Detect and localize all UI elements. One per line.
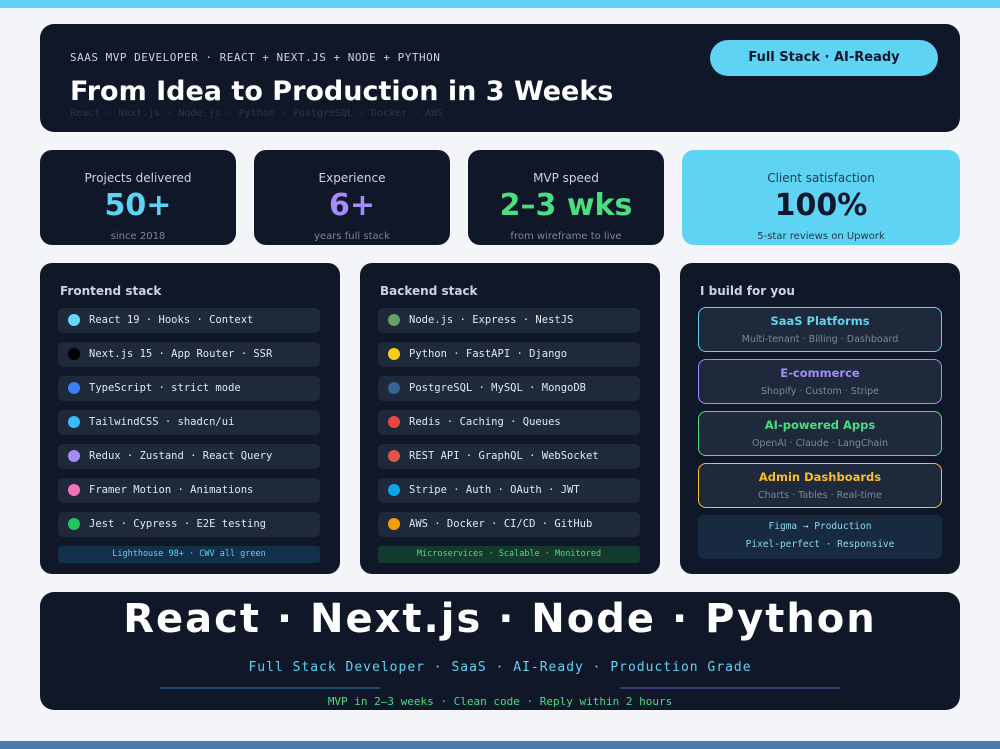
- stat-value: 50+: [104, 188, 172, 223]
- stat-card: Client satisfaction 100% 5-star reviews on…: [682, 150, 960, 245]
- dot: [388, 518, 400, 530]
- dot: [388, 484, 400, 496]
- stack-footer: Lighthouse 98+ · CWV all green: [58, 546, 320, 563]
- dot: [388, 416, 400, 428]
- stack-row: Framer Motion · Animations: [58, 478, 320, 503]
- stat-label: Client satisfaction: [767, 171, 875, 185]
- stack-row: AWS · Docker · CI/CD · GitHub: [378, 512, 640, 537]
- stack-item: Framer Motion · Animations: [89, 484, 254, 496]
- stat-label: Experience: [318, 171, 386, 185]
- stat-label: Projects delivered: [84, 171, 192, 185]
- badge: Full Stack · AI-Ready: [710, 40, 938, 76]
- banner-subtitle: Full Stack Developer · SaaS · AI-Ready ·…: [248, 660, 752, 675]
- stack-row: Redis · Caching · Queues: [378, 410, 640, 435]
- divider: [620, 687, 840, 689]
- banner-footer: MVP in 2–3 weeks · Clean code · Reply wi…: [327, 695, 673, 708]
- stack-row: Redux · Zustand · React Query: [58, 444, 320, 469]
- dot: [68, 314, 80, 326]
- dot: [388, 314, 400, 326]
- stack-panel: Frontend stack React 19 · Hooks · Context…: [40, 263, 340, 574]
- divider: [160, 687, 380, 689]
- stat-label: MVP speed: [533, 171, 599, 185]
- stack-item: React 19 · Hooks · Context: [89, 314, 254, 326]
- stack-footer: Microservices · Scalable · Monitored: [378, 546, 640, 563]
- service-card: E-commerce Shopify · Custom · Stripe: [698, 359, 942, 404]
- service-card: SaaS Platforms Multi-tenant · Billing · D…: [698, 307, 942, 352]
- stack-row: Node.js · Express · NestJS: [378, 308, 640, 333]
- stack-row: PostgreSQL · MySQL · MongoDB: [378, 376, 640, 401]
- stack-row: TailwindCSS · shadcn/ui: [58, 410, 320, 435]
- stack-item: REST API · GraphQL · WebSocket: [409, 450, 599, 462]
- top-bar: [0, 0, 1000, 8]
- dot: [68, 484, 80, 496]
- stack-row: React 19 · Hooks · Context: [58, 308, 320, 333]
- panel-title: Backend stack: [380, 284, 478, 298]
- stack-item: Redux · Zustand · React Query: [89, 450, 273, 462]
- header-card: SAAS MVP DEVELOPER · REACT + NEXT.JS + N…: [40, 24, 960, 132]
- stack-item: PostgreSQL · MySQL · MongoDB: [409, 382, 587, 394]
- stack-row: Next.js 15 · App Router · SSR: [58, 342, 320, 367]
- banner: React · Next.js · Node · Python Full Sta…: [40, 592, 960, 710]
- dot: [388, 348, 400, 360]
- dot: [68, 382, 80, 394]
- stack-item: Stripe · Auth · OAuth · JWT: [409, 484, 580, 496]
- service-card: AI-powered Apps OpenAI · Claude · LangCha…: [698, 411, 942, 456]
- tech-line: React · Next.js · Node.js · Python · Pos…: [70, 108, 444, 119]
- stat-note: years full stack: [314, 231, 390, 242]
- service-detail: Charts · Tables · Real-time: [757, 490, 883, 501]
- banner-title: React · Next.js · Node · Python: [123, 596, 877, 642]
- services-note: Figma → Production Pixel-perfect · Respon…: [698, 515, 942, 559]
- stat-value: 100%: [774, 188, 868, 223]
- stack-row: TypeScript · strict mode: [58, 376, 320, 401]
- stat-note: from wireframe to live: [510, 231, 622, 242]
- stack-item: AWS · Docker · CI/CD · GitHub: [409, 518, 593, 530]
- dot: [68, 348, 80, 360]
- stack-row: Python · FastAPI · Django: [378, 342, 640, 367]
- stat-card: Projects delivered 50+ since 2018: [40, 150, 236, 245]
- stack-item: Node.js · Express · NestJS: [409, 314, 574, 326]
- stat-value: 2–3 wks: [499, 188, 633, 223]
- dot: [388, 450, 400, 462]
- stat-card: MVP speed 2–3 wks from wireframe to live: [468, 150, 664, 245]
- stat-note: 5-star reviews on Upwork: [757, 231, 885, 242]
- stack-row: Stripe · Auth · OAuth · JWT: [378, 478, 640, 503]
- kicker: SAAS MVP DEVELOPER · REACT + NEXT.JS + N…: [70, 51, 441, 64]
- service-detail: Shopify · Custom · Stripe: [760, 386, 880, 397]
- panel-title: Frontend stack: [60, 284, 162, 298]
- stack-item: Redis · Caching · Queues: [409, 416, 561, 428]
- service-name: SaaS Platforms: [770, 314, 870, 328]
- stack-panel: Backend stack Node.js · Express · NestJS P…: [360, 263, 660, 574]
- stack-item: Jest · Cypress · E2E testing: [89, 518, 267, 530]
- service-name: E-commerce: [780, 366, 860, 380]
- service-name: Admin Dashboards: [758, 470, 882, 484]
- stack-item: TailwindCSS · shadcn/ui: [89, 416, 235, 428]
- stack-item: Python · FastAPI · Django: [409, 348, 568, 360]
- dot: [68, 416, 80, 428]
- note-line: Pixel-perfect · Responsive: [745, 539, 895, 550]
- stat-value: 6+: [328, 188, 375, 223]
- bottom-bar: [0, 741, 1000, 749]
- stack-item: TypeScript · strict mode: [89, 382, 241, 394]
- panel-title: I build for you: [700, 284, 795, 298]
- title: From Idea to Production in 3 Weeks: [70, 76, 614, 107]
- service-card: Admin Dashboards Charts · Tables · Real-t…: [698, 463, 942, 508]
- dot: [68, 518, 80, 530]
- stack-row: Jest · Cypress · E2E testing: [58, 512, 320, 537]
- services-panel: I build for you SaaS Platforms Multi-tenan…: [680, 263, 960, 574]
- stack-item: Next.js 15 · App Router · SSR: [89, 348, 273, 360]
- service-detail: OpenAI · Claude · LangChain: [751, 438, 889, 449]
- service-name: AI-powered Apps: [764, 418, 876, 432]
- dot: [68, 450, 80, 462]
- service-detail: Multi-tenant · Billing · Dashboard: [741, 334, 899, 345]
- note-line: Figma → Production: [768, 521, 872, 532]
- dot: [388, 382, 400, 394]
- stat-note: since 2018: [110, 231, 166, 242]
- stat-card: Experience 6+ years full stack: [254, 150, 450, 245]
- stack-row: REST API · GraphQL · WebSocket: [378, 444, 640, 469]
